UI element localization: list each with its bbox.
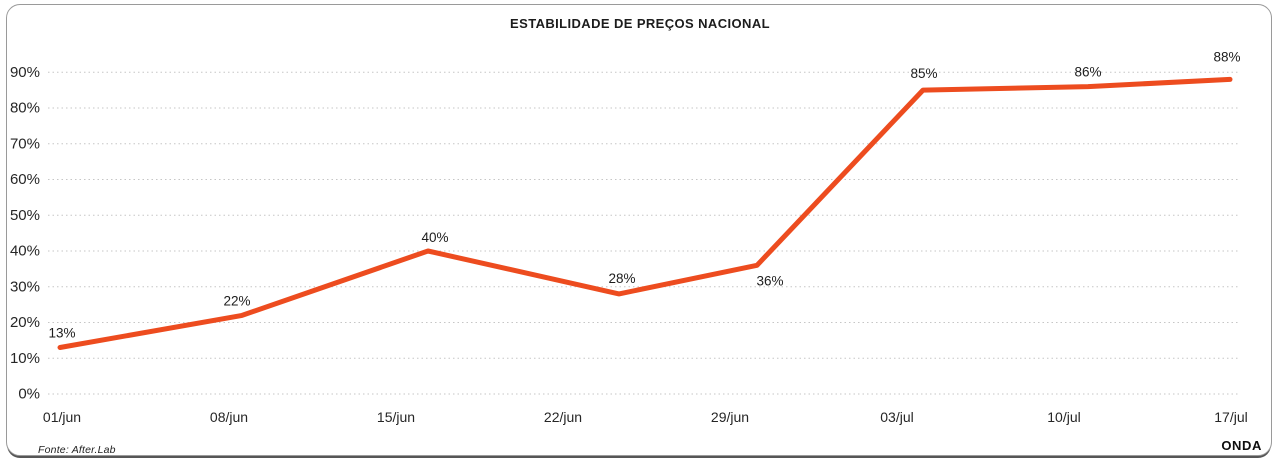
data-point-label: 13% [48, 326, 75, 341]
data-point-label: 28% [608, 271, 635, 286]
y-axis-tick-label: 30% [10, 278, 40, 295]
y-axis-tick-label: 70% [10, 135, 40, 152]
y-axis-tick-label: 40% [10, 243, 40, 260]
y-axis-tick-label: 0% [18, 386, 40, 403]
y-axis-tick-label: 20% [10, 314, 40, 331]
x-axis-tick-label: 22/jun [544, 409, 582, 425]
x-axis-tick-label: 08/jun [210, 409, 248, 425]
data-point-label: 88% [1213, 49, 1240, 64]
x-axis-tick-label: 17/jul [1214, 409, 1247, 425]
x-axis-tick-label: 03/jul [880, 409, 913, 425]
chart-title: ESTABILIDADE DE PREÇOS NACIONAL [510, 16, 770, 31]
data-point-label: 22% [223, 293, 250, 308]
x-axis-tick-label: 10/jul [1047, 409, 1080, 425]
data-point-label: 85% [910, 66, 937, 81]
x-axis-tick-label: 01/jun [43, 409, 81, 425]
y-axis-tick-label: 50% [10, 207, 40, 224]
price-stability-line [57, 76, 1233, 350]
chart-card [6, 4, 1272, 456]
x-axis-tick-label: 15/jun [377, 409, 415, 425]
y-axis-tick-label: 60% [10, 171, 40, 188]
y-axis-tick-label: 80% [10, 100, 40, 117]
source-note: Fonte: After.Lab [38, 444, 116, 456]
brand-logo: ONDA [1221, 438, 1262, 453]
data-point-label: 40% [421, 230, 448, 245]
y-axis-tick-label: 10% [10, 350, 40, 367]
y-axis-tick-label: 90% [10, 64, 40, 81]
x-axis-tick-label: 29/jun [711, 409, 749, 425]
data-point-label: 36% [756, 273, 783, 288]
data-point-label: 86% [1074, 65, 1101, 80]
